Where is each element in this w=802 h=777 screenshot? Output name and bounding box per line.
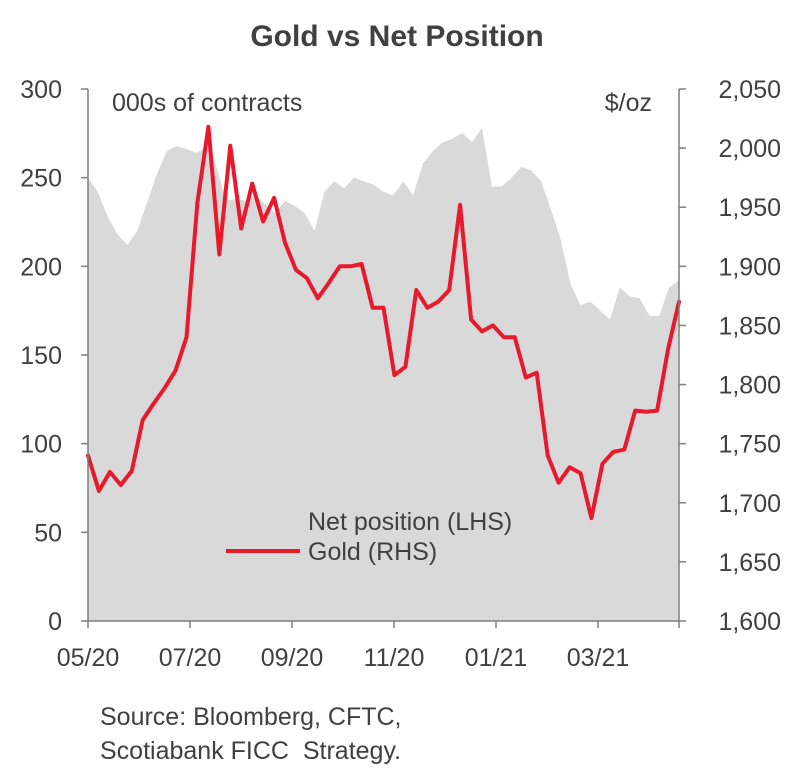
right-tick-label: 1,950 bbox=[718, 194, 781, 222]
right-tick-label: 2,000 bbox=[718, 135, 781, 163]
x-tick-label: 05/20 bbox=[57, 644, 120, 672]
legend: Net position (LHS) Gold (RHS) bbox=[226, 508, 512, 566]
x-tick-label: 07/20 bbox=[159, 644, 222, 672]
right-tick-label: 1,700 bbox=[718, 490, 781, 518]
left-tick-label: 50 bbox=[34, 519, 62, 547]
gold-line bbox=[86, 124, 681, 521]
left-tick-label: 300 bbox=[20, 76, 62, 104]
chart-title: Gold vs Net Position bbox=[250, 20, 543, 53]
left-tick-label: 250 bbox=[20, 165, 62, 193]
right-tick-label: 1,600 bbox=[718, 608, 781, 636]
right-tick-label: 1,750 bbox=[718, 431, 781, 459]
x-ticks: 05/20 07/20 09/20 11/20 01/21 03/21 bbox=[57, 621, 680, 672]
right-tick-label: 2,050 bbox=[718, 76, 781, 104]
chart: Gold vs Net Position 050100150200250300 … bbox=[20, 20, 781, 672]
net-position-area-layer bbox=[88, 128, 679, 621]
right-tick-label: 1,850 bbox=[718, 312, 781, 340]
legend-label-net-position: Net position (LHS) bbox=[308, 508, 512, 536]
left-tick-label: 100 bbox=[20, 431, 62, 459]
right-tick-label: 1,650 bbox=[718, 549, 781, 577]
left-tick-label: 150 bbox=[20, 342, 62, 370]
source-line-1: Source: Bloomberg, CFTC, bbox=[100, 703, 402, 731]
x-tick-label: 03/21 bbox=[567, 644, 630, 672]
source-line-2: Scotiabank FICC Strategy. bbox=[100, 737, 402, 765]
legend-label-gold: Gold (RHS) bbox=[308, 538, 437, 566]
source-note: Source: Bloomberg, CFTC, Scotiabank FICC… bbox=[100, 700, 402, 768]
right-ticks: 1,600 1,650 1,700 1,750 1,800 1,850 1,900 1,950… bbox=[679, 76, 781, 636]
left-tick-label: 200 bbox=[20, 253, 62, 281]
x-tick-label: 09/20 bbox=[261, 644, 324, 672]
gold-line-layer bbox=[86, 124, 681, 521]
x-tick-label: 01/21 bbox=[465, 644, 528, 672]
left-ticks: 0 50 100 150 200 250 300 bbox=[20, 76, 88, 636]
right-tick-label: 1,800 bbox=[718, 372, 781, 400]
right-axis-unit: $/oz bbox=[605, 89, 652, 117]
left-axis-unit: 000s of contracts bbox=[112, 89, 302, 117]
left-tick-label: 0 bbox=[48, 608, 62, 636]
x-tick-label: 11/20 bbox=[364, 644, 425, 672]
right-tick-label: 1,900 bbox=[718, 253, 781, 281]
net-position-area bbox=[88, 128, 679, 621]
